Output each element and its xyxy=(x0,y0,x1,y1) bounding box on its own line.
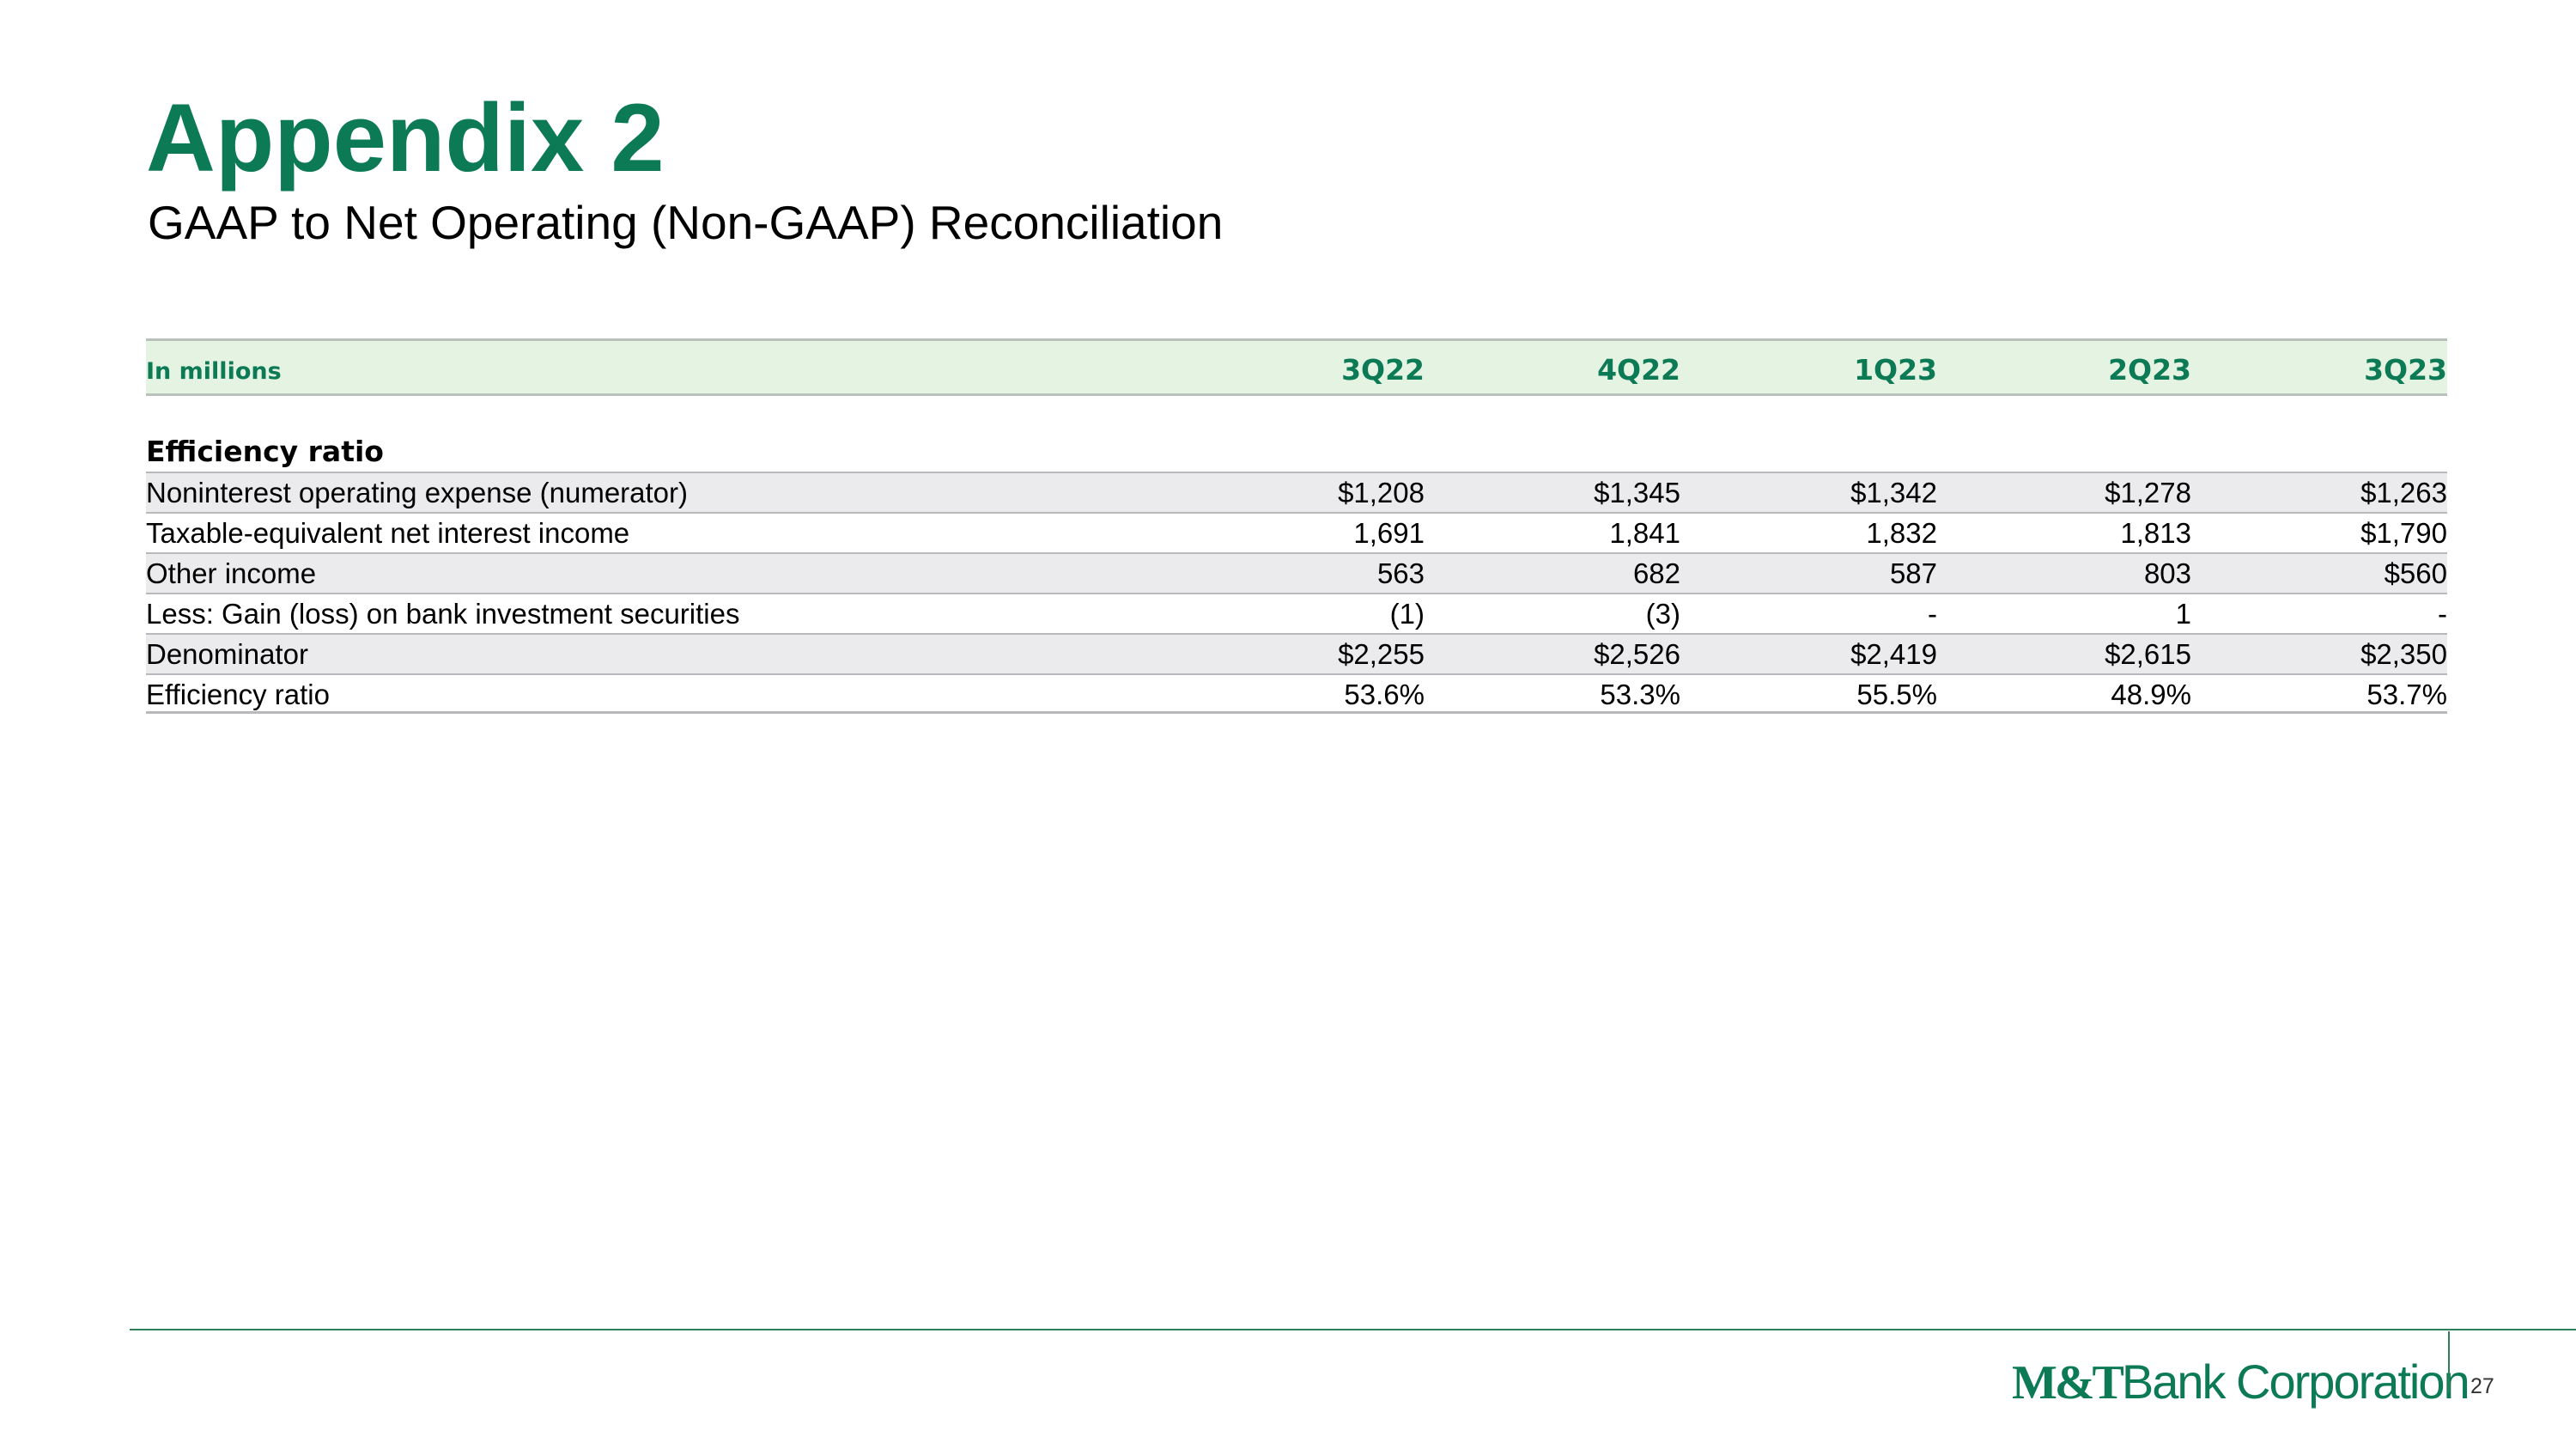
cell-value: 682 xyxy=(1632,557,1680,589)
unit-label: In millions xyxy=(146,358,282,385)
cell-value: - xyxy=(1928,598,1937,630)
row-label: Less: Gain (loss) on bank investment sec… xyxy=(146,598,740,630)
cell-value: $1,278 xyxy=(2105,477,2191,508)
row-label: Denominator xyxy=(146,638,308,670)
cell-value: $1,263 xyxy=(2360,477,2447,508)
table-row: Noninterest operating expense (numerator… xyxy=(146,472,2447,512)
cell-value: $1,342 xyxy=(1850,477,1937,508)
logo: M&TBank Corporation xyxy=(2012,1354,2470,1410)
page-number: 27 xyxy=(2470,1374,2494,1398)
column-header: 3Q23 xyxy=(2364,353,2447,387)
row-label: Efficiency ratio xyxy=(146,679,330,710)
cell-value: 1,841 xyxy=(1609,517,1680,549)
cell-value: 1,832 xyxy=(1866,517,1937,549)
column-header: 1Q23 xyxy=(1854,353,1937,387)
cell-value: - xyxy=(2438,598,2447,630)
logo-text: Bank Corporation xyxy=(2121,1355,2470,1409)
row-label: Noninterest operating expense (numerator… xyxy=(146,477,689,508)
row-label: Other income xyxy=(146,557,317,589)
table-header: In millions 3Q22 4Q22 1Q23 2Q23 3Q23 xyxy=(146,338,2447,396)
table-row: Denominator $2,255 $2,526 $2,419 $2,615 $2,35… xyxy=(146,633,2447,673)
cell-value: $2,615 xyxy=(2105,638,2191,670)
cell-value: 1,691 xyxy=(1353,517,1425,549)
cell-value: 1 xyxy=(2175,598,2191,630)
cell-value: 563 xyxy=(1376,557,1425,589)
column-header: 2Q23 xyxy=(2108,353,2191,387)
cell-value: 803 xyxy=(2143,557,2191,589)
cell-value: 55.5% xyxy=(1856,679,1937,710)
cell-value: $2,255 xyxy=(1338,638,1425,670)
cell-value: 53.3% xyxy=(1600,679,1680,710)
footer-rule xyxy=(130,1329,2576,1330)
cell-value: 53.6% xyxy=(1344,679,1425,710)
cell-value: 53.7% xyxy=(2366,679,2447,710)
section-title: Efficiency ratio xyxy=(146,435,384,468)
cell-value: 48.9% xyxy=(2111,679,2191,710)
cell-value: $1,790 xyxy=(2360,517,2447,549)
cell-value: $1,208 xyxy=(1338,477,1425,508)
row-label: Taxable-equivalent net interest income xyxy=(146,517,630,549)
cell-value: $560 xyxy=(2384,557,2447,589)
subtitle: GAAP to Net Operating (Non-GAAP) Reconci… xyxy=(148,196,1224,249)
table-row: Other income 563 682 587 803 $560 xyxy=(146,552,2447,593)
cell-value: (1) xyxy=(1389,598,1425,630)
title: Appendix 2 xyxy=(146,84,665,192)
cell-value: 587 xyxy=(1889,557,1937,589)
column-header: 4Q22 xyxy=(1597,353,1680,387)
table: In millions 3Q22 4Q22 1Q23 2Q23 3Q23 Efficie… xyxy=(146,338,2447,716)
cell-value: (3) xyxy=(1645,598,1680,630)
column-header: 3Q22 xyxy=(1341,353,1425,387)
logo-mark: M&T xyxy=(2012,1356,2124,1409)
cell-value: $2,350 xyxy=(2360,638,2447,670)
table-row: Efficiency ratio 53.6% 53.3% 55.5% 48.9% 53.7… xyxy=(146,673,2447,714)
cell-value: 1,813 xyxy=(2120,517,2191,549)
cell-value: $2,526 xyxy=(1594,638,1680,670)
table-row: Less: Gain (loss) on bank investment sec… xyxy=(146,593,2447,633)
table-row: Taxable-equivalent net interest income 1,… xyxy=(146,512,2447,552)
cell-value: $1,345 xyxy=(1594,477,1680,508)
footer-divider xyxy=(2448,1331,2450,1393)
cell-value: $2,419 xyxy=(1850,638,1937,670)
